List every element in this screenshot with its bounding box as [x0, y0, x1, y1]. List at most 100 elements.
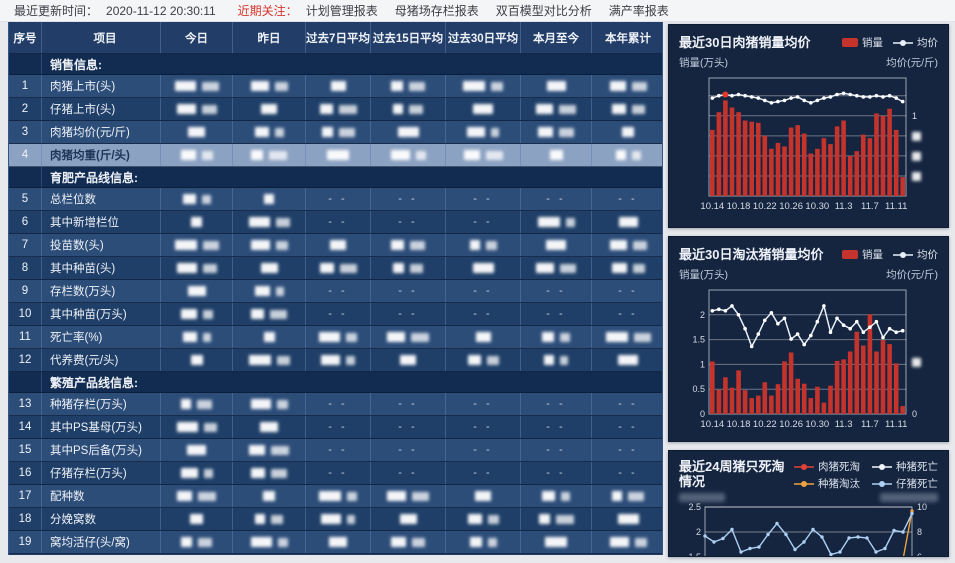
- legend-item-0[interactable]: 销量: [842, 35, 883, 50]
- legend-bar-swatch: [842, 38, 858, 47]
- value-cell: [161, 280, 233, 302]
- row-number: 9: [9, 280, 42, 302]
- svg-text:0.5: 0.5: [692, 384, 705, 394]
- report-link-2[interactable]: 双百模型对比分析: [495, 4, 592, 18]
- table-row-14[interactable]: 14 其中PS基母(万头) - -- -- -- -- -: [9, 416, 662, 439]
- table-row-2[interactable]: 2 仔猪上市(头): [9, 98, 662, 121]
- row-number: 14: [9, 416, 42, 438]
- row-number: 11: [9, 326, 42, 348]
- table-row-17[interactable]: 17 配种数: [9, 485, 662, 508]
- value-cell: [446, 485, 521, 507]
- row-number: 12: [9, 349, 42, 371]
- value-cell: [161, 257, 233, 279]
- legend-item-1[interactable]: 均价: [893, 247, 938, 262]
- value-cell: [446, 144, 521, 166]
- value-cell: [233, 280, 306, 302]
- value-cell: [306, 326, 371, 348]
- legend-line-swatch: [872, 480, 892, 487]
- value-cell: - -: [371, 462, 446, 484]
- value-cell: [233, 462, 306, 484]
- row-number: 3: [9, 121, 42, 143]
- value-cell: [521, 508, 592, 530]
- value-cell: [521, 485, 592, 507]
- value-cell: [161, 303, 233, 325]
- value-cell: [371, 75, 446, 97]
- value-cell: - -: [371, 439, 446, 461]
- legend-line-swatch: [872, 463, 892, 470]
- kpi-table: 序号 项目 今日 昨日 过去7日平均 过去15日平均 过去30日平均 本月至今 本年累计 销售信息…: [8, 22, 663, 555]
- value-cell: [371, 121, 446, 143]
- table-row-10[interactable]: 10 其中种苗(万头) - -- -- -- -- -: [9, 303, 662, 326]
- value-cell: - -: [521, 416, 592, 438]
- svg-text:2: 2: [700, 310, 705, 320]
- last-update-time: 2020-11-12 20:30:11: [106, 3, 216, 18]
- legend-item-2[interactable]: 种猪淘汰: [794, 476, 860, 491]
- legend-line-swatch: [893, 251, 913, 258]
- value-cell: [592, 508, 662, 530]
- table-row-1[interactable]: 1 肉猪上市(头): [9, 75, 662, 98]
- table-row-5[interactable]: 5 总栏位数 - -- -- -- -- -: [9, 188, 662, 211]
- table-row-12[interactable]: 12 代养费(元/头): [9, 349, 662, 372]
- last-update-label: 最近更新时间：: [14, 4, 99, 18]
- value-cell: [592, 98, 662, 120]
- legend-item-3[interactable]: 仔猪死亡: [872, 476, 938, 491]
- report-link-1[interactable]: 母猪场存栏报表: [394, 4, 479, 18]
- report-link-0[interactable]: 计划管理报表: [305, 4, 378, 18]
- column-header: 序号: [9, 22, 42, 53]
- chart-legend: 肉猪死淘 种猪死亡 种猪淘汰 仔猪死亡: [794, 459, 938, 491]
- value-cell: [306, 485, 371, 507]
- table-row-8[interactable]: 8 其中种苗(头): [9, 257, 662, 280]
- row-number: 1: [9, 75, 42, 97]
- table-row-7[interactable]: 7 投苗数(头): [9, 234, 662, 257]
- table-row-13[interactable]: 13 种猪存栏(万头) - -- -- -- -- -: [9, 393, 662, 416]
- value-cell: [371, 98, 446, 120]
- chart-title: 最近24周猪只死淘情况: [679, 459, 785, 489]
- table-row-16[interactable]: 16 仔猪存栏(万头) - -- -- -- -- -: [9, 462, 662, 485]
- value-cell: [371, 349, 446, 371]
- chart-legend: 销量 均价: [842, 247, 938, 262]
- report-link-3[interactable]: 满产率报表: [608, 4, 669, 18]
- table-row-4[interactable]: 4 肉猪均重(斤/头): [9, 144, 662, 167]
- value-cell: [233, 211, 306, 233]
- value-cell: [161, 439, 233, 461]
- row-number: 19: [9, 531, 42, 553]
- value-cell: [592, 121, 662, 143]
- table-row-18[interactable]: 18 分娩窝数: [9, 508, 662, 531]
- row-number: 13: [9, 393, 42, 415]
- row-label: 其中种苗(头): [42, 257, 161, 279]
- legend-item-0[interactable]: 肉猪死淘: [794, 459, 860, 474]
- legend-item-1[interactable]: 种猪死亡: [872, 459, 938, 474]
- last-update: 最近更新时间： 2020-11-12 20:30:11: [14, 2, 216, 19]
- value-cell: - -: [446, 280, 521, 302]
- row-label: 其中新增栏位: [42, 211, 161, 233]
- value-cell: - -: [306, 303, 371, 325]
- svg-text:10.14: 10.14: [700, 201, 724, 212]
- table-row-19[interactable]: 19 窝均活仔(头/窝): [9, 531, 662, 554]
- table-row-15[interactable]: 15 其中PS后备(万头) - -- -- -- -- -: [9, 439, 662, 462]
- value-cell: [161, 485, 233, 507]
- table-row-11[interactable]: 11 死亡率(%): [9, 326, 662, 349]
- value-cell: - -: [521, 439, 592, 461]
- value-cell: [233, 257, 306, 279]
- value-cell: [161, 211, 233, 233]
- value-cell: [592, 531, 662, 553]
- table-row-6[interactable]: 6 其中新增栏位 - -- -- -: [9, 211, 662, 234]
- table-row-3[interactable]: 3 肉猪均价(元/斤): [9, 121, 662, 144]
- value-cell: [306, 234, 371, 256]
- row-number: 15: [9, 439, 42, 461]
- svg-text:10.18: 10.18: [727, 419, 751, 430]
- value-cell: [306, 349, 371, 371]
- right-axis-caption: 均价(元/斤): [886, 269, 938, 281]
- value-cell: - -: [521, 188, 592, 210]
- table-row-9[interactable]: 9 存栏数(万头) - -- -- -- -- -: [9, 280, 662, 303]
- value-cell: [446, 508, 521, 530]
- legend-item-1[interactable]: 均价: [893, 35, 938, 50]
- value-cell: [521, 257, 592, 279]
- value-cell: [371, 485, 446, 507]
- value-cell: [161, 144, 233, 166]
- legend-item-0[interactable]: 销量: [842, 247, 883, 262]
- section-row: 育肥产品线信息:: [9, 167, 662, 188]
- value-cell: [233, 98, 306, 120]
- value-cell: [233, 485, 306, 507]
